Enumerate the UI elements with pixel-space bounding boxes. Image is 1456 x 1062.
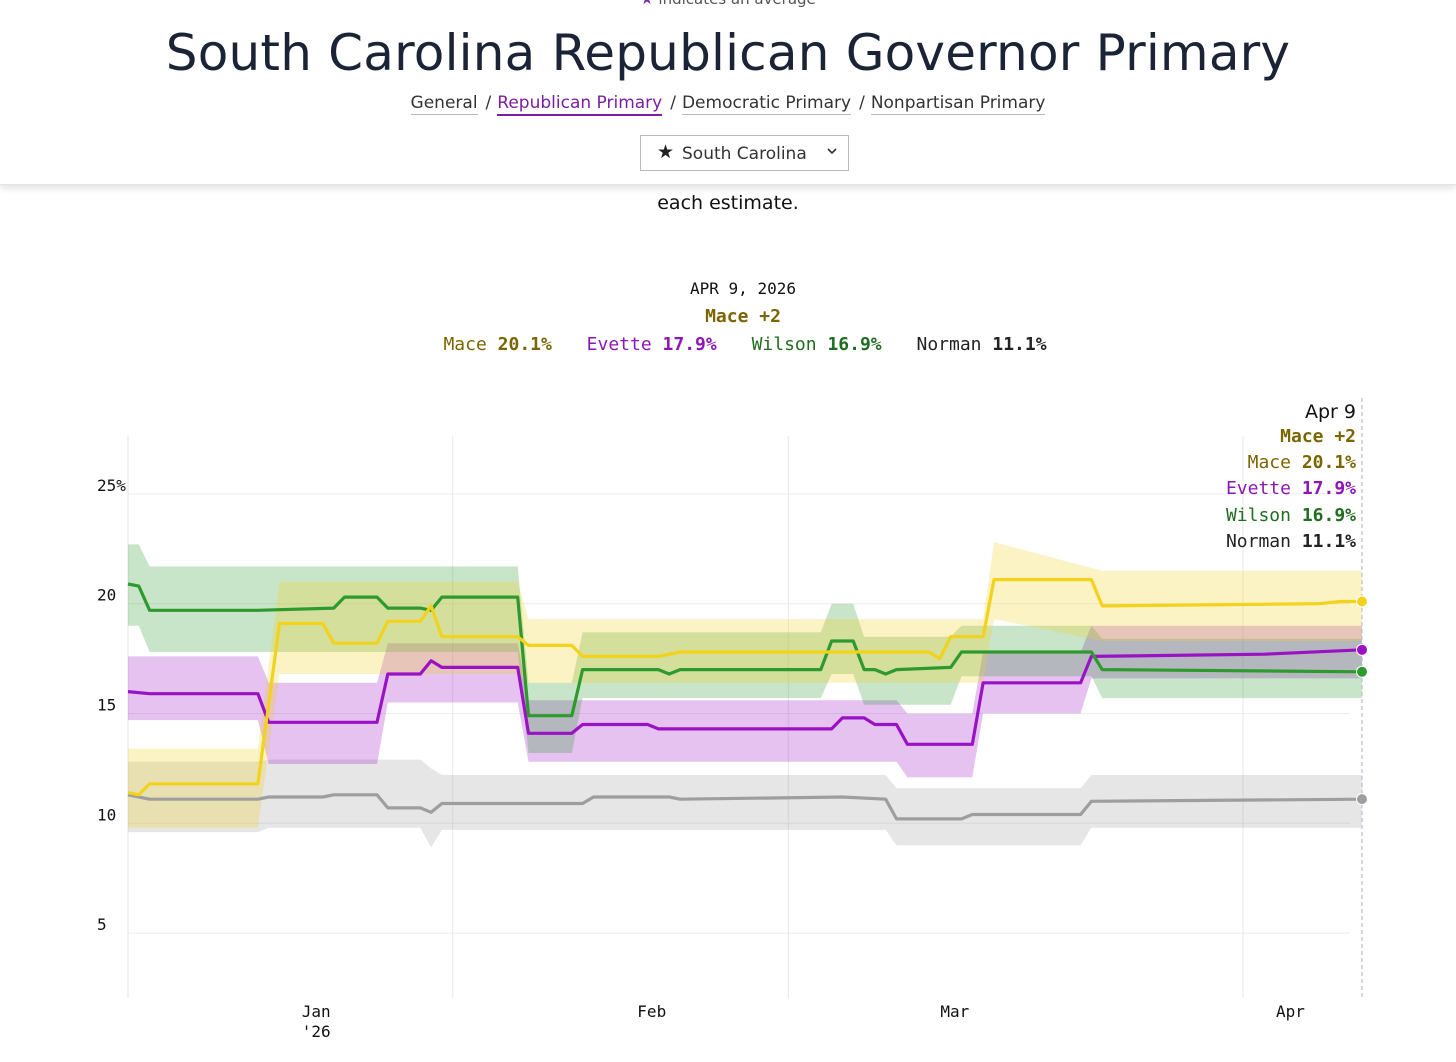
page-header: ★ indicates an average South Carolina Re…: [0, 0, 1456, 185]
tooltip-leader: Mace +2: [1280, 426, 1356, 447]
summary-name: Mace: [443, 334, 487, 355]
norman-uncertainty-band: [128, 759, 1362, 848]
page-title: South Carolina Republican Governor Prima…: [165, 24, 1291, 82]
nav-nonpartisan-primary[interactable]: Nonpartisan Primary: [870, 93, 1046, 115]
tooltip-date: Apr 9: [1305, 401, 1356, 423]
norman-endpoint-marker: [1356, 793, 1368, 806]
tooltip-wilson: Wilson 16.9%: [1226, 505, 1356, 526]
summary-name: Evette: [586, 334, 652, 355]
summary-name: Norman: [916, 334, 982, 355]
tooltip-value: 17.9%: [1301, 478, 1356, 499]
state-select-value: South Carolina: [682, 144, 807, 164]
summary-value: 20.1%: [497, 334, 552, 355]
wilson-trend-line: [127, 582, 1363, 718]
tooltip-value: 11.1%: [1301, 531, 1356, 552]
description-text: each estimate.: [657, 192, 799, 214]
summary-value: 17.9%: [662, 334, 717, 355]
wilson-uncertainty-band: [128, 544, 1362, 753]
x-tick-label: Jan: [302, 1002, 331, 1021]
y-tick-label: 5: [97, 915, 107, 934]
average-note-text: indicates an average: [658, 0, 815, 8]
nav-republican-primary[interactable]: Republican Primary: [497, 93, 663, 116]
evette-trend-line: [127, 648, 1363, 746]
state-select[interactable]: ★ South Carolina: [640, 135, 849, 171]
average-legend-note: ★ indicates an average: [0, 0, 1456, 8]
chevron-down-icon: [827, 148, 837, 155]
summary-mace: Mace 20.1%: [443, 334, 551, 355]
tooltip-evette: Evette 17.9%: [1226, 478, 1356, 499]
star-icon: ★: [640, 0, 653, 8]
summary-name: Wilson: [751, 334, 817, 355]
nav-separator: /: [859, 93, 865, 113]
x-tick-sublabel: '26: [302, 1022, 331, 1041]
nav-separator: /: [670, 93, 676, 113]
summary-date: APR 9, 2026: [690, 279, 796, 298]
y-tick-label: 15: [97, 696, 116, 715]
nav-democratic-primary[interactable]: Democratic Primary: [681, 93, 852, 115]
summary-norman: Norman 11.1%: [916, 334, 1046, 355]
race-nav: General / Republican Primary / Democratic Pr…: [0, 93, 1456, 116]
summary-value: 11.1%: [992, 334, 1047, 355]
tooltip-name: Mace: [1247, 452, 1291, 473]
nav-general[interactable]: General: [410, 93, 478, 115]
mace-endpoint-marker: [1356, 595, 1368, 608]
summary-candidates: Mace 20.1% Evette 17.9% Wilson 16.9% Nor…: [0, 334, 1456, 355]
nav-separator: /: [485, 93, 492, 113]
x-tick-label: Mar: [940, 1002, 969, 1021]
summary-evette: Evette 17.9%: [587, 334, 717, 355]
summary-leader: Mace +2: [705, 306, 781, 327]
wilson-endpoint-marker: [1356, 665, 1368, 678]
evette-endpoint-marker: [1356, 643, 1368, 656]
tooltip-name: Norman: [1225, 531, 1291, 552]
tooltip-name: Wilson: [1225, 505, 1291, 526]
tooltip-name: Evette: [1225, 478, 1291, 499]
norman-trend-line: [127, 793, 1363, 821]
y-tick-label: 25%: [97, 476, 126, 495]
summary-wilson: Wilson 16.9%: [752, 334, 882, 355]
tooltip-value: 20.1%: [1301, 452, 1356, 473]
summary-value: 16.9%: [827, 334, 882, 355]
mace-uncertainty-band: [128, 542, 1362, 828]
x-tick-label: Feb: [637, 1002, 666, 1021]
tooltip-value: 16.9%: [1301, 505, 1356, 526]
star-icon: ★: [657, 141, 675, 163]
tooltip-norman: Norman 11.1%: [1226, 531, 1356, 552]
y-tick-label: 10: [97, 805, 116, 824]
mace-trend-line: [127, 578, 1362, 797]
tooltip-mace: Mace 20.1%: [1248, 452, 1356, 473]
y-tick-label: 20: [97, 586, 116, 605]
x-tick-label: Apr: [1276, 1002, 1305, 1021]
